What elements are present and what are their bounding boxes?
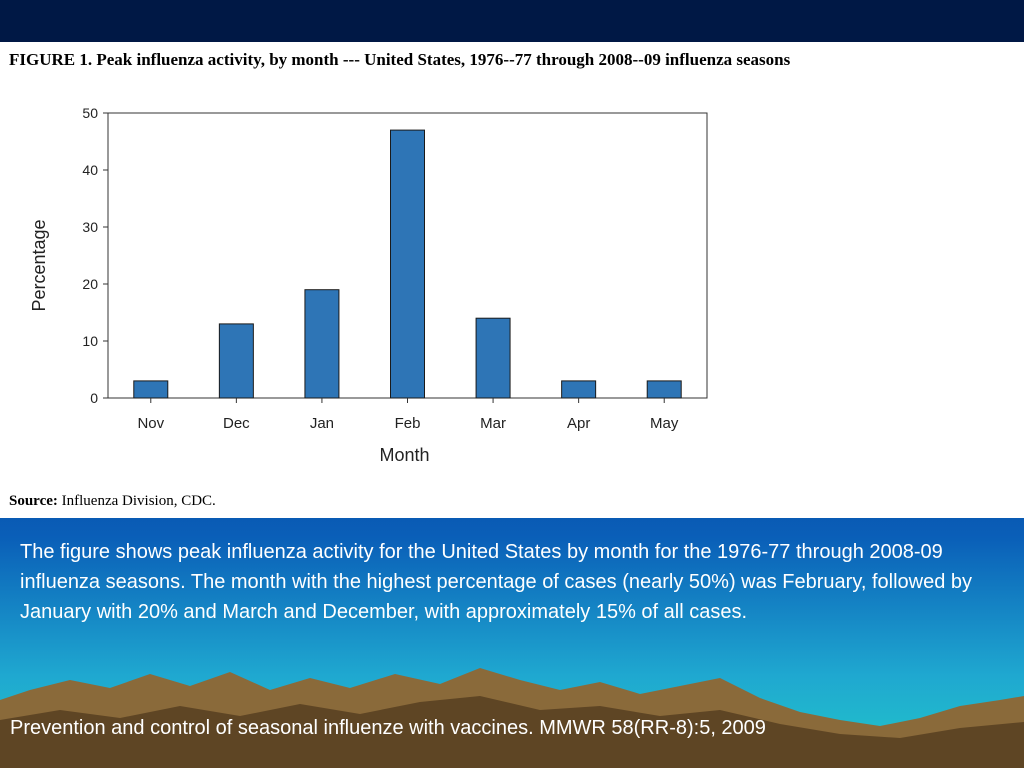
bar-apr xyxy=(561,380,597,399)
x-tick-label: Mar xyxy=(480,415,506,432)
bar-chart: 0 10 20 30 40 50 Nov Dec Jan Feb Mar Apr May Month Per… xyxy=(29,105,708,465)
figure-title: FIGURE 1. Peak influenza activity, by mo… xyxy=(9,50,791,69)
x-tick-label: Jan xyxy=(310,415,334,432)
y-tick-label: 0 xyxy=(90,390,98,406)
y-tick-label: 30 xyxy=(82,219,98,235)
x-tick-label: Dec xyxy=(223,415,250,432)
x-tick-label: Nov xyxy=(137,415,164,432)
source-text: Influenza Division, CDC. xyxy=(57,493,216,509)
figure-panel: FIGURE 1. Peak influenza activity, by mo… xyxy=(0,42,1024,518)
source-label: Source: xyxy=(9,493,58,509)
bar-mar xyxy=(475,317,511,399)
y-tick-label: 50 xyxy=(82,105,98,121)
x-tick-label: Apr xyxy=(567,415,590,432)
footer-reference: Prevention and control of seasonal influ… xyxy=(10,717,766,739)
y-tick-label: 10 xyxy=(82,333,98,349)
y-tick-label: 40 xyxy=(82,162,98,178)
bar-jan xyxy=(304,289,340,399)
mountain-illustration xyxy=(0,668,1024,768)
x-tick-label: Feb xyxy=(395,415,421,432)
bar-may xyxy=(646,380,682,399)
bar-dec xyxy=(218,323,254,399)
mountain-shadow xyxy=(0,696,1024,768)
x-axis-label: Month xyxy=(379,445,429,465)
y-axis-label: Percentage xyxy=(29,219,49,311)
slide-caption: The figure shows peak influenza activity… xyxy=(20,541,973,623)
bar-nov xyxy=(133,380,169,399)
bar-feb xyxy=(390,129,425,399)
figure-source: Source: Influenza Division, CDC. xyxy=(9,493,216,510)
slide-top-bar xyxy=(0,0,1024,42)
y-tick-label: 20 xyxy=(82,276,98,292)
x-tick-label: May xyxy=(650,415,679,432)
